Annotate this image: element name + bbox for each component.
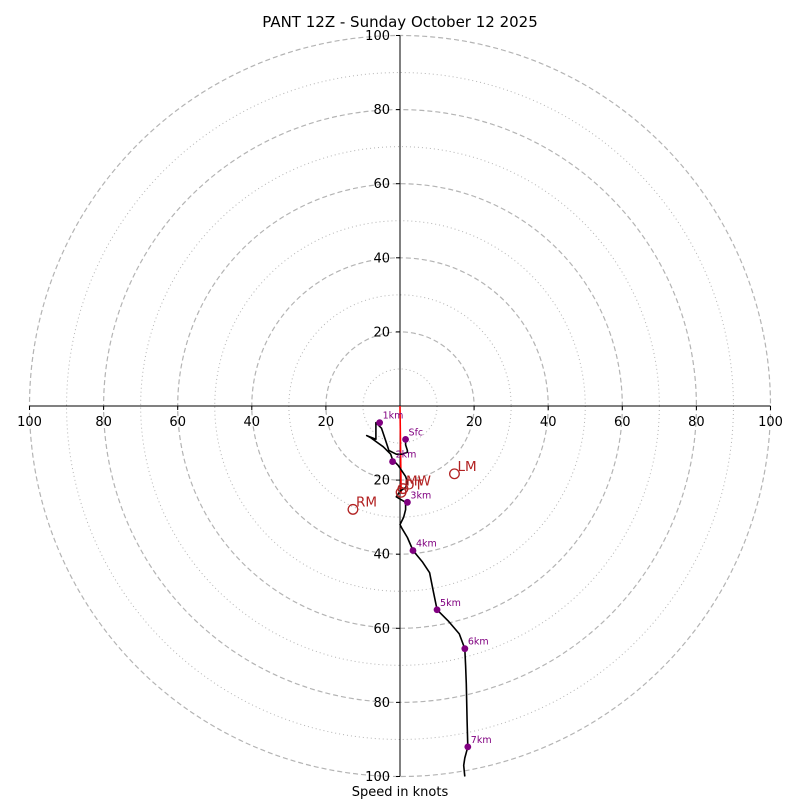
height-marker-label: 6km — [468, 637, 489, 648]
x-tick-label: 80 — [95, 415, 112, 430]
height-marker-2km — [389, 458, 396, 465]
x-tick-label: 100 — [17, 415, 42, 430]
y-tick-label: 20 — [373, 474, 390, 489]
storm-motion-label: RM — [356, 494, 377, 510]
y-tick-label: 40 — [373, 251, 390, 266]
tick-labels: 100 80 60 40 20 20 40 60 80 100 100 80 60 40 20 20 40 60 8… — [17, 29, 783, 785]
x-tick-label: 20 — [318, 415, 335, 430]
height-marker-6km — [461, 645, 469, 653]
height-marker-label: 4km — [416, 538, 437, 549]
height-marker-5km — [433, 606, 441, 614]
height-marker-label: 3km — [410, 490, 431, 501]
tick-marks — [29, 35, 771, 777]
height-marker-7km — [464, 743, 472, 751]
height-marker-label: 7km — [471, 735, 492, 746]
y-tick-label: 40 — [373, 548, 390, 563]
x-tick-label: 20 — [466, 415, 483, 430]
bulk-shear-line — [399, 405, 402, 493]
y-tick-label: 60 — [373, 177, 390, 192]
storm-motion-label: DT — [404, 477, 423, 493]
height-marker-3km — [404, 498, 411, 506]
height-marker-label: 5km — [440, 598, 461, 609]
x-tick-label: 40 — [540, 415, 557, 430]
storm-motion-label: LM — [457, 459, 476, 475]
y-tick-label: 80 — [373, 103, 390, 118]
x-tick-label: 100 — [758, 415, 783, 430]
shear-vector — [399, 405, 402, 493]
wind-trace — [365, 421, 469, 777]
chart-title: PANT 12Z - Sunday October 12 2025 — [262, 13, 538, 31]
hodograph-trace — [365, 421, 469, 777]
y-tick-label: 100 — [365, 770, 390, 785]
height-markers: Sfc 1km 2km 3km 4km 5km 6km 7km — [376, 411, 492, 751]
storm-motion-label: MW — [406, 474, 431, 490]
x-tick-label: 60 — [169, 415, 186, 430]
height-marker-sfc — [402, 435, 409, 443]
height-marker-label: 1km — [383, 411, 404, 422]
y-tick-label: 60 — [373, 622, 390, 637]
x-tick-label: 60 — [614, 415, 631, 430]
x-tick-label: 80 — [688, 415, 705, 430]
y-tick-label: 80 — [373, 696, 390, 711]
storm-motion-lm — [449, 468, 460, 480]
storm-motion-rm — [347, 503, 359, 515]
height-marker-label: Sfc — [409, 427, 424, 438]
height-marker-1km — [376, 419, 384, 427]
y-tick-label: 20 — [373, 325, 390, 340]
height-marker-label: 2km — [396, 450, 417, 461]
x-tick-label: 40 — [244, 415, 261, 430]
y-tick-label: 100 — [365, 29, 390, 44]
x-axis-label: Speed in knots — [352, 785, 449, 800]
height-marker-4km — [409, 547, 417, 554]
storm-motion-dt — [395, 486, 407, 498]
